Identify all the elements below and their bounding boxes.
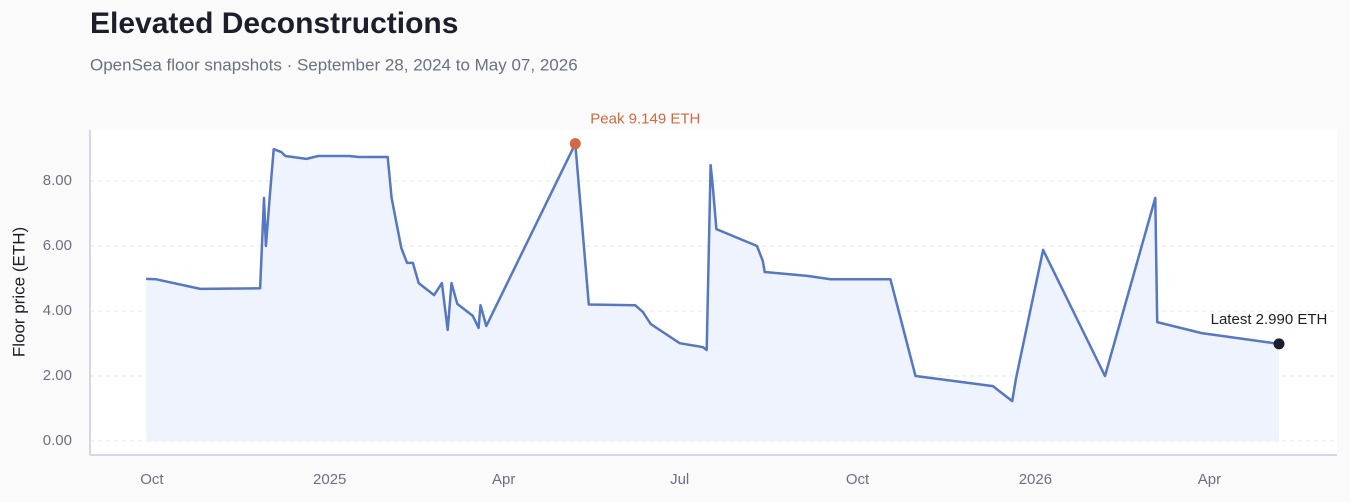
x-tick-label: Jul xyxy=(670,471,689,488)
y-tick-label: 0.00 xyxy=(43,432,72,449)
chart-subtitle: OpenSea floor snapshots · September 28, … xyxy=(90,55,578,74)
x-tick-label: 2026 xyxy=(1019,471,1052,488)
annotation-marker xyxy=(1273,338,1285,350)
x-tick-label: Oct xyxy=(846,471,870,488)
y-axis-label: Floor price (ETH) xyxy=(9,227,28,357)
annotation-marker xyxy=(569,138,581,150)
y-tick-label: 4.00 xyxy=(43,302,72,319)
x-tick-label: 2025 xyxy=(313,471,346,488)
y-tick-label: 2.00 xyxy=(43,367,72,384)
y-tick-label: 6.00 xyxy=(43,237,72,254)
line xyxy=(146,142,1280,403)
x-tick-label: Apr xyxy=(492,471,515,488)
y-tick-label: 8.00 xyxy=(43,172,72,189)
annotation-label: Peak 9.149 ETH xyxy=(590,111,700,128)
chart-title: Elevated Deconstructions xyxy=(90,7,458,40)
x-tick-label: Apr xyxy=(1198,471,1221,488)
area xyxy=(146,143,1280,442)
annotation-label: Latest 2.990 ETH xyxy=(1211,311,1328,328)
x-tick-label: Oct xyxy=(140,471,164,488)
